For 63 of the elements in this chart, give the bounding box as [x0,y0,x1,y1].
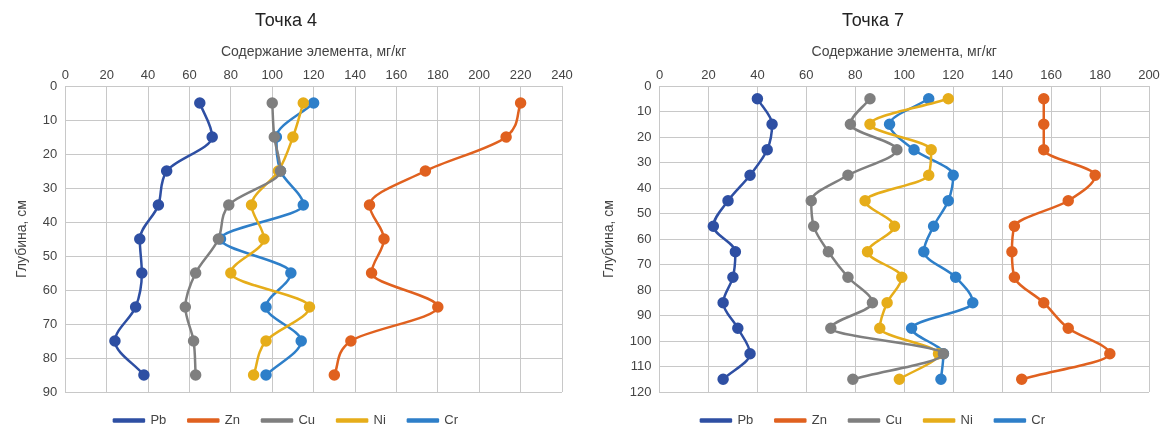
y-tick-label: 100 [629,332,652,348]
x-tick-label: 100 [261,66,284,82]
x-tick-label: 100 [893,66,916,82]
y-tick-label: 40 [42,213,58,229]
y-tick-label: 80 [42,349,58,365]
legend-label: Cr [1031,412,1046,428]
y-tick-label: 10 [42,111,58,127]
y-tick-label: 30 [637,154,652,170]
x-tick-label: 120 [942,66,965,82]
x-tick-label: 0 [61,66,69,82]
x-tick-label: 200 [468,66,491,82]
legend-label: Ni [373,412,386,428]
legend-label: Cu [298,412,316,428]
legend-label: Pb [737,412,754,428]
x-tick-label: 80 [223,66,239,82]
y-tick-label: 80 [637,281,652,297]
y-tick-label: 0 [50,77,58,93]
x-axis-title: Содержание элемента, мг/кг [811,42,997,59]
y-tick-label: 110 [630,358,652,374]
y-tick-label: 70 [42,315,58,331]
x-tick-label: 60 [182,66,197,82]
x-tick-label: 180 [1089,66,1111,82]
x-tick-label: 60 [799,66,814,82]
y-tick-label: 10 [637,103,652,119]
y-tick-label: 60 [637,230,652,246]
x-tick-label: 40 [140,66,156,82]
x-tick-label: 200 [1138,66,1160,82]
y-tick-label: 40 [637,179,652,195]
x-tick-label: 220 [509,66,532,82]
x-tick-label: 160 [385,66,408,82]
y-tick-label: 50 [42,247,58,263]
y-tick-label: 0 [644,77,652,93]
x-tick-label: 0 [655,66,664,82]
y-tick-label: 120 [629,383,652,399]
y-tick-label: 30 [42,179,58,195]
legend-label: Zn [224,412,240,428]
legend-label: Zn [811,412,827,428]
legend-label: Pb [150,412,167,428]
y-axis-title: Глубина, см [13,200,30,278]
x-tick-label: 140 [991,66,1013,82]
y-tick-label: 20 [637,128,652,144]
y-tick-label: 50 [637,205,652,221]
x-tick-label: 120 [302,66,325,82]
y-tick-label: 70 [637,256,652,272]
y-tick-label: 90 [42,383,58,399]
x-tick-label: 20 [99,66,114,82]
y-axis-title: Глубина, см [600,200,617,278]
chart-title: Точка 7 [842,9,904,30]
x-tick-label: 160 [1040,66,1062,82]
x-tick-label: 140 [344,66,366,82]
legend-label: Ni [960,412,973,428]
y-tick-label: 20 [42,145,58,161]
x-tick-label: 240 [551,66,573,82]
x-tick-label: 80 [848,66,863,82]
y-tick-label: 60 [42,281,58,297]
x-tick-label: 180 [426,66,449,82]
legend-label: Cu [885,412,903,428]
x-axis-title: Содержание элемента, мг/кг [220,42,407,59]
chart-title: Точка 4 [255,9,317,30]
x-tick-label: 40 [750,66,765,82]
legend-label: Cr [444,412,459,428]
y-tick-label: 90 [637,307,652,323]
x-tick-label: 20 [701,66,716,82]
